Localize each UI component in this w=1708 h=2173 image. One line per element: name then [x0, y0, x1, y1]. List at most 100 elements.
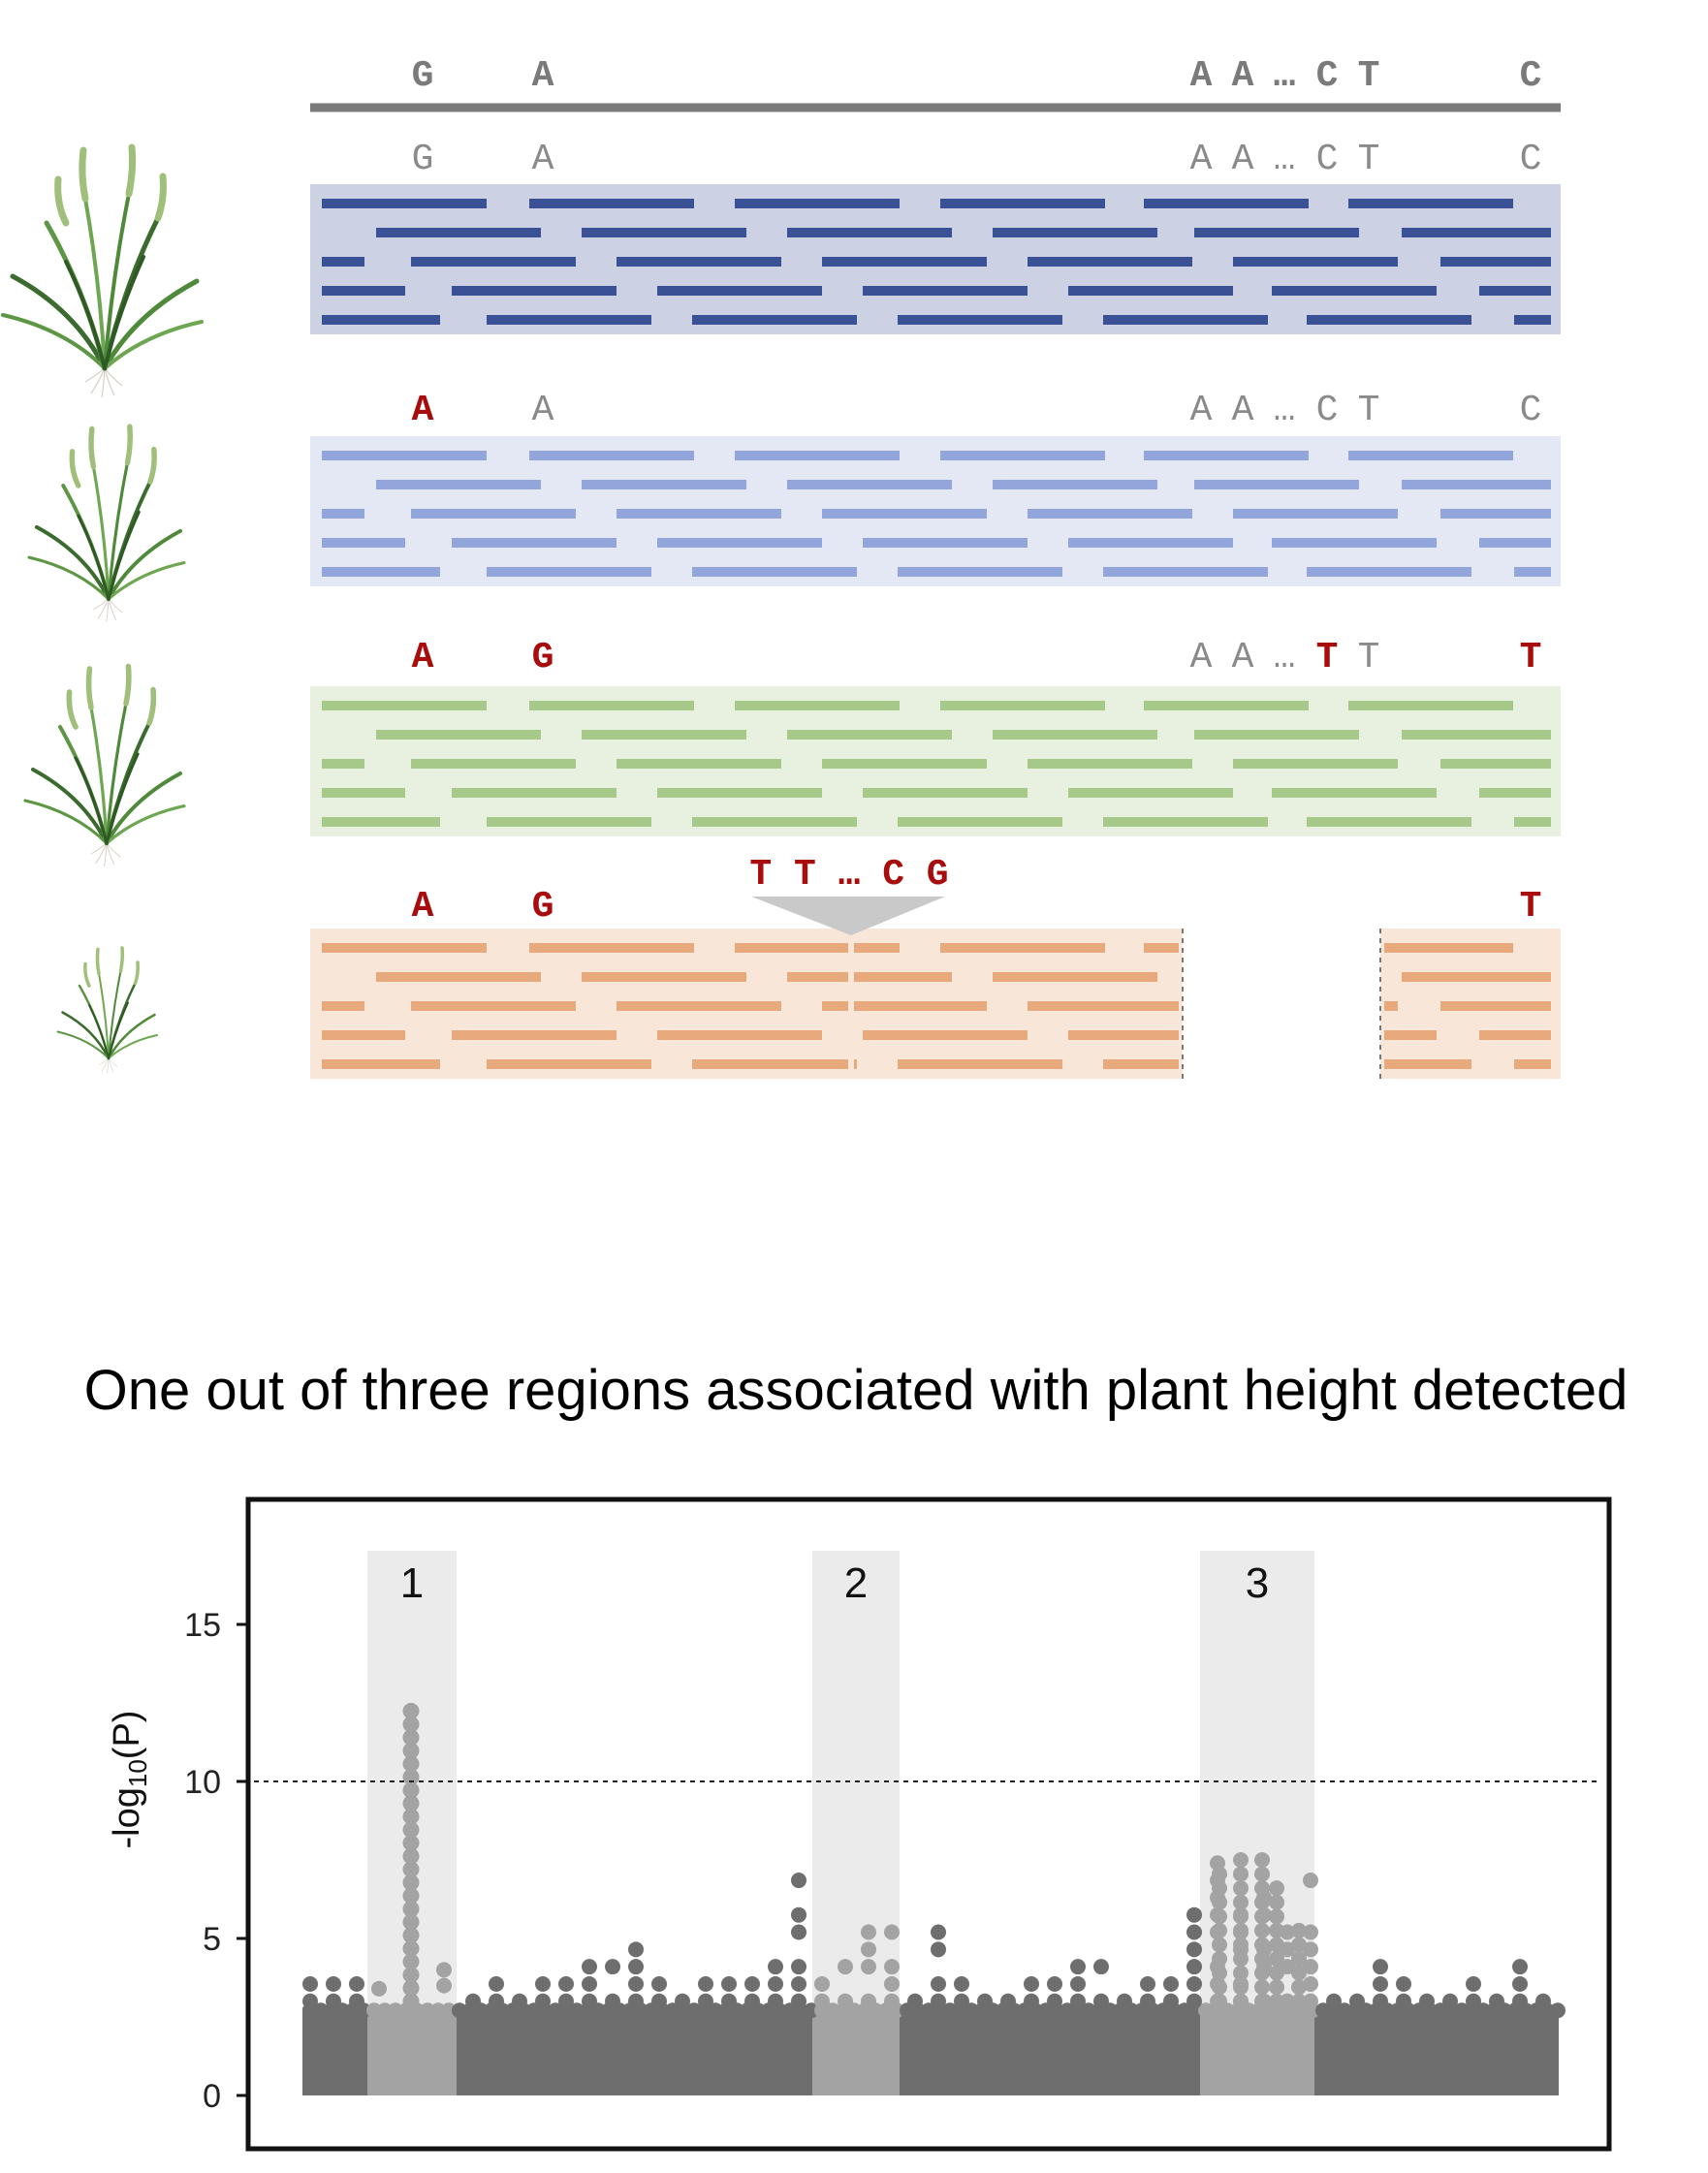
- snp-point: [1466, 1993, 1481, 2009]
- snp-point: [402, 1742, 420, 1759]
- sequencing-read: [1348, 199, 1513, 208]
- sequencing-read: [940, 199, 1105, 208]
- snp-point: [1326, 1993, 1342, 2009]
- allele-label: A: [532, 139, 554, 180]
- snp-point: [402, 1702, 420, 1719]
- sequencing-read: [529, 701, 694, 710]
- snp-point: [1291, 1922, 1307, 1938]
- snp-point: [931, 1941, 946, 1958]
- sequencing-read: [322, 943, 487, 953]
- sequencing-read: [1348, 451, 1513, 460]
- allele-label: C: [1520, 390, 1542, 431]
- snp-point: [605, 1959, 620, 1975]
- sequencing-read: [822, 509, 987, 519]
- snp-point: [1269, 1965, 1284, 1981]
- snp-point: [1212, 1880, 1227, 1897]
- sequencing-read: [692, 567, 857, 577]
- snp-point: [402, 1835, 420, 1852]
- snp-point: [744, 1975, 760, 1992]
- snp-point: [1093, 1993, 1109, 2009]
- accession-track-1: G A A A… C T C: [310, 139, 1561, 334]
- snp-point: [675, 1993, 690, 2009]
- sequencing-read: [487, 315, 651, 325]
- snp-point: [1254, 1866, 1270, 1882]
- sequencing-read: [692, 315, 857, 325]
- snp-point: [964, 2002, 979, 2019]
- snp-point: [1233, 1993, 1249, 2009]
- snp-point: [582, 1975, 597, 1992]
- sequencing-read: [411, 759, 576, 769]
- insertion-marker: [751, 897, 945, 935]
- sequencing-read: [322, 286, 405, 296]
- sequencing-read: [735, 451, 900, 460]
- snp-point: [402, 1993, 420, 2010]
- snp-point: [1269, 1937, 1284, 1953]
- sequencing-read: [1402, 480, 1551, 489]
- snp-point: [388, 2002, 403, 2019]
- snp-point: [1254, 1951, 1270, 1968]
- sequencing-read: [529, 943, 694, 953]
- snp-point: [861, 1924, 876, 1940]
- sequencing-read: [1402, 730, 1551, 740]
- sequencing-read: [617, 257, 781, 267]
- sequencing-read: [1233, 257, 1398, 267]
- snp-point: [402, 1887, 420, 1905]
- sequencing-read: [1194, 730, 1359, 740]
- sequencing-read: [940, 943, 1105, 953]
- snp-point: [708, 2002, 723, 2019]
- reference-base: …: [1274, 55, 1296, 97]
- snp-point: [791, 1924, 807, 1940]
- snp-point: [402, 1755, 420, 1773]
- snp-point: [465, 1993, 481, 2009]
- snp-point: [1303, 1975, 1318, 1992]
- variant-allele: T: [1520, 886, 1542, 928]
- snp-point: [1254, 1852, 1270, 1868]
- snp-point: [1466, 1975, 1481, 1992]
- snp-point: [1212, 1993, 1227, 2009]
- snp-point: [558, 1993, 574, 2009]
- dense-point-band: [302, 2007, 1559, 2095]
- snp-point: [1186, 1941, 1202, 1958]
- snp-point: [825, 2002, 840, 2019]
- sequencing-read: [898, 1059, 1062, 1069]
- sequencing-read: [735, 701, 900, 710]
- snp-point: [313, 2002, 329, 2019]
- snp-point: [512, 1993, 527, 2009]
- snp-point: [402, 1821, 420, 1839]
- sequencing-read: [1272, 788, 1437, 798]
- reference-base: G: [412, 55, 434, 97]
- snp-point: [791, 1993, 807, 2009]
- variant-allele: G: [532, 637, 554, 678]
- snp-point: [1233, 1979, 1249, 1996]
- sequencing-read: [1514, 817, 1551, 827]
- allele-label: A: [1190, 637, 1213, 678]
- snp-point: [931, 1924, 946, 1940]
- snp-point: [1198, 2002, 1214, 2019]
- sequencing-read: [1348, 701, 1513, 710]
- region-point-band: [812, 2007, 900, 2095]
- snp-point: [791, 1959, 807, 1975]
- snp-point: [1060, 2002, 1075, 2019]
- variant-allele: G: [532, 886, 554, 928]
- snp-point: [402, 1781, 420, 1799]
- sequencing-read: [411, 257, 576, 267]
- sequencing-read: [376, 228, 541, 237]
- snp-point: [1233, 1908, 1249, 1925]
- snp-point: [884, 1924, 900, 1940]
- reference-base: C: [1520, 55, 1542, 97]
- sequencing-read: [1479, 538, 1551, 548]
- sequencing-read: [1402, 972, 1551, 982]
- sequencing-read: [1028, 1001, 1179, 1011]
- snp-point: [1373, 1959, 1388, 1975]
- snp-point: [377, 2002, 393, 2019]
- sequencing-read: [1384, 943, 1513, 953]
- sequencing-read: [1233, 509, 1398, 519]
- snp-point: [1280, 1993, 1295, 2009]
- snp-point: [402, 1939, 420, 1957]
- snp-point: [402, 1967, 420, 1984]
- snp-point: [1070, 1993, 1086, 2009]
- snp-point: [402, 1808, 420, 1825]
- sequencing-read: [322, 199, 487, 208]
- snp-point: [326, 1993, 341, 2009]
- sequencing-read: [322, 817, 440, 827]
